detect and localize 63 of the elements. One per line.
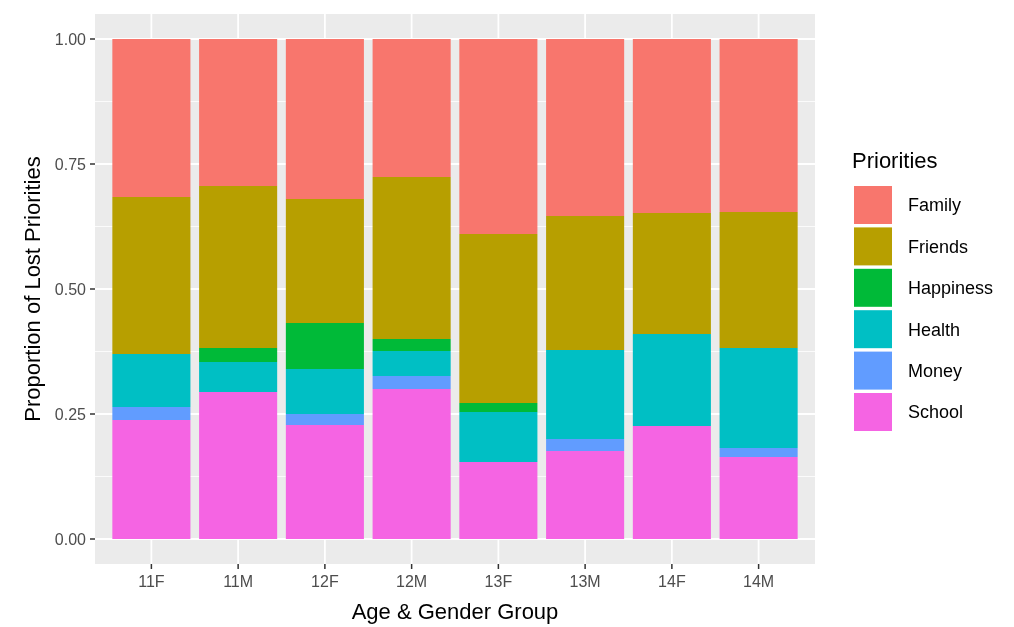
bar (199, 186, 278, 348)
x-tick-label: 11M (223, 573, 254, 590)
bar (719, 448, 798, 457)
y-tick-label: 0.50 (54, 280, 87, 298)
bar (719, 212, 798, 348)
bar (459, 234, 538, 403)
bar (285, 323, 364, 369)
legend-title: Priorities (852, 148, 938, 173)
bar (459, 412, 538, 462)
x-tick-label: 11F (138, 573, 165, 590)
legend-label: Family (908, 195, 961, 216)
bar (199, 348, 278, 362)
bar (632, 426, 711, 539)
bar (285, 39, 364, 199)
bar (112, 407, 191, 420)
bar (112, 39, 191, 197)
bar (719, 457, 798, 539)
bar (632, 334, 711, 426)
bar (112, 420, 191, 539)
y-tick-label: 0.00 (54, 530, 87, 548)
bar (372, 389, 451, 539)
bar (546, 216, 625, 350)
x-tick-label: 14F (658, 573, 686, 590)
bar (112, 197, 191, 354)
bar (546, 350, 625, 439)
legend-label: School (908, 402, 964, 423)
y-axis-title: Proportion of Lost Priorities (20, 156, 45, 422)
bar (285, 369, 364, 414)
bar (285, 414, 364, 425)
x-tick-label: 12F (311, 573, 339, 590)
bar (459, 39, 538, 234)
bar (546, 451, 625, 539)
y-tick-label: 0.75 (54, 155, 87, 173)
bar (199, 362, 278, 392)
bar (459, 403, 538, 412)
legend-label: Happiness (908, 278, 994, 299)
y-tick-label: 0.25 (54, 405, 87, 423)
x-axis-title: Age & Gender Group (351, 599, 559, 624)
bar (285, 425, 364, 539)
bar (372, 39, 451, 177)
bar (372, 339, 451, 351)
legend-label: Money (908, 360, 963, 381)
bar (546, 439, 625, 451)
legend-label: Health (908, 319, 961, 340)
bar (372, 376, 451, 389)
bar (112, 354, 191, 407)
bar (372, 177, 451, 339)
bar (719, 348, 798, 448)
bar (632, 213, 711, 334)
bar (632, 39, 711, 213)
bar (199, 392, 278, 539)
x-tick-label: 14M (743, 573, 775, 590)
bar (546, 39, 625, 216)
bar (459, 462, 538, 539)
bar (372, 351, 451, 376)
bar (719, 39, 798, 212)
y-tick-label: 1.00 (54, 30, 87, 48)
legend-label: Friends (908, 236, 969, 257)
bar (199, 39, 278, 186)
x-tick-label: 13M (569, 573, 601, 590)
x-tick-label: 12M (396, 573, 428, 590)
x-tick-label: 13F (484, 573, 513, 590)
bar (285, 199, 364, 323)
